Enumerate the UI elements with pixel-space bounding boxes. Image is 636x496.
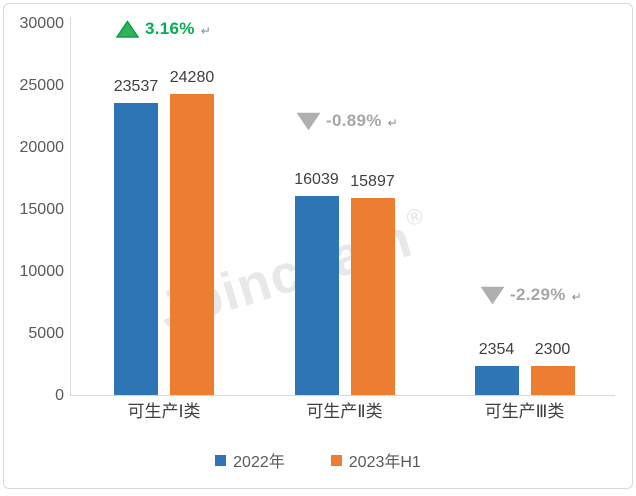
y-tick-label: 10000: [19, 263, 65, 280]
data-label-series0-cat0: 23537: [113, 78, 159, 96]
return-mark: ↵: [387, 116, 398, 130]
legend-label: 2023年H1: [348, 454, 421, 471]
legend-item-series0: 2022年: [215, 448, 285, 472]
annotation-percent-label: -2.29%: [510, 285, 566, 304]
bar-series0-cat2: [474, 365, 519, 395]
y-tick-label: 25000: [19, 77, 65, 94]
return-mark: ↵: [200, 24, 211, 38]
legend-swatch-icon: [330, 454, 342, 466]
bar-series1-cat0: [170, 93, 214, 395]
bar-series0-cat0: [114, 103, 158, 395]
y-tick-label: 15000: [19, 201, 65, 218]
return-mark: ↵: [571, 290, 582, 304]
y-tick-label: 5000: [28, 325, 64, 342]
bar-series1-cat2: [530, 366, 575, 395]
legend: 2022年 2023年H1: [0, 448, 636, 472]
triangle-down-icon: [297, 112, 320, 130]
data-label-series0-cat1: 16039: [294, 171, 339, 189]
data-label-series1-cat1: 15897: [350, 172, 395, 190]
triangle-down-icon: [481, 286, 504, 304]
triangle-up-icon: [116, 19, 139, 38]
data-label-series1-cat2: 2300: [534, 341, 571, 359]
data-label-series0-cat2: 2354: [478, 340, 515, 358]
registered-trademark-icon: ®: [403, 202, 427, 232]
data-label-series1-cat0: 24280: [169, 68, 215, 86]
category-label-2: 可生产Ⅲ类: [484, 402, 565, 421]
change-annotation-cat2: -2.29% ↵: [481, 285, 582, 305]
bar-series0-cat1: [294, 196, 339, 395]
y-tick-label: 0: [55, 387, 64, 404]
change-annotation-cat1: -0.89% ↵: [297, 111, 398, 131]
annotation-percent-label: -0.89%: [326, 111, 382, 130]
y-tick-label: 30000: [19, 15, 65, 32]
legend-item-series1: 2023年H1: [330, 448, 421, 472]
legend-swatch-icon: [215, 454, 227, 466]
category-label-1: 可生产Ⅱ类: [306, 402, 383, 421]
change-annotation-cat0: 3.16% ↵: [116, 19, 211, 39]
category-label-0: 可生产Ⅰ类: [127, 402, 201, 421]
legend-label: 2022年: [233, 454, 285, 471]
y-axis-line: [70, 17, 71, 395]
x-axis-line: [70, 395, 615, 396]
y-tick-label: 20000: [19, 139, 65, 156]
bar-series1-cat1: [350, 197, 395, 395]
annotation-percent-label: 3.16%: [145, 19, 195, 38]
